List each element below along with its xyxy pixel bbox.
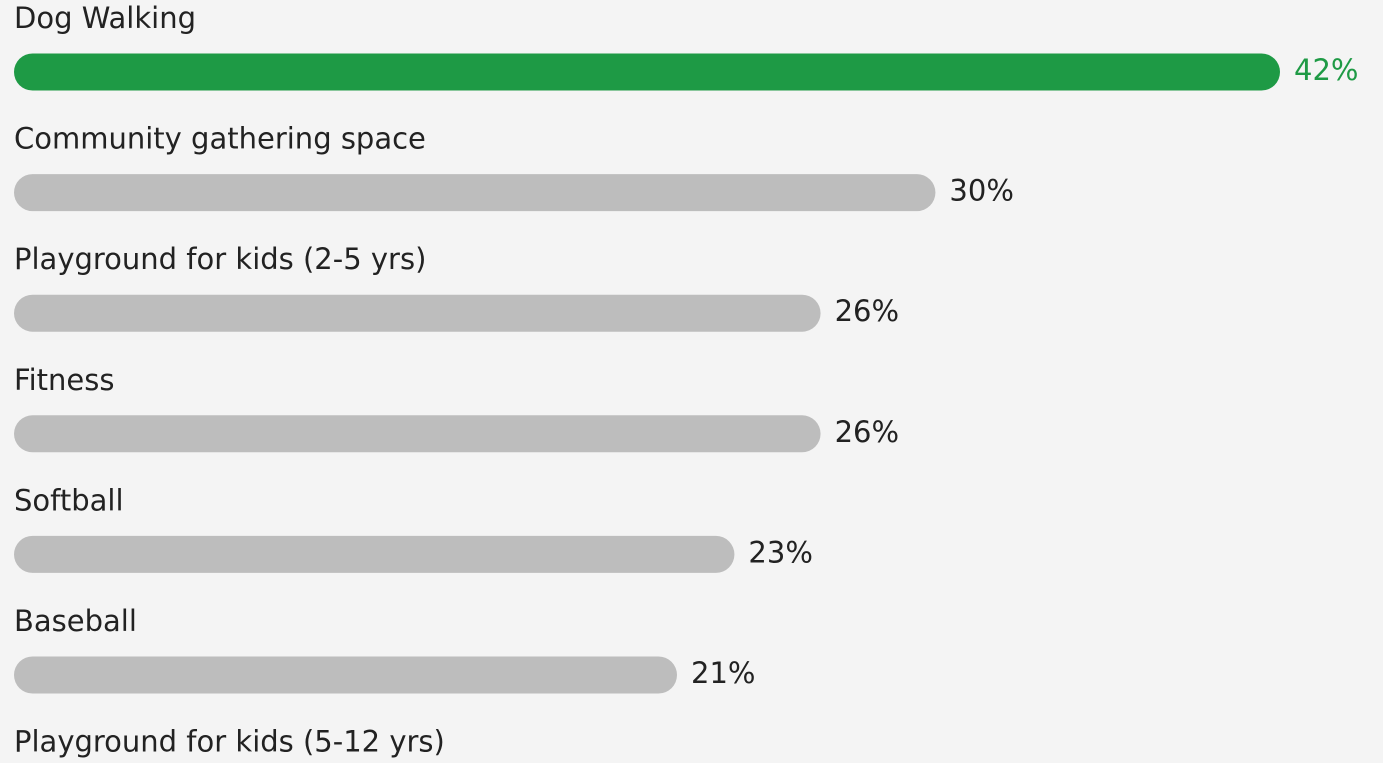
- option-label: Playground for kids (2-5 yrs): [14, 242, 426, 276]
- bar: [14, 53, 1280, 91]
- value-label: 26%: [835, 415, 899, 449]
- option-label: Community gathering space: [14, 122, 426, 156]
- bar: [14, 294, 821, 332]
- value-label: 26%: [835, 294, 899, 328]
- option-label: Dog Walking: [14, 1, 196, 35]
- bar: [14, 174, 936, 212]
- option-label: Baseball: [14, 604, 137, 638]
- value-label: 21%: [691, 656, 755, 690]
- bar: [14, 656, 677, 694]
- value-label: 30%: [949, 174, 1013, 208]
- option-label: Playground for kids (5-12 yrs): [14, 725, 445, 759]
- value-label: 42%: [1294, 53, 1358, 87]
- option-label: Softball: [14, 483, 124, 517]
- bar: [14, 535, 735, 573]
- bar: [14, 415, 821, 453]
- option-label: Fitness: [14, 363, 114, 397]
- value-label: 23%: [748, 535, 812, 569]
